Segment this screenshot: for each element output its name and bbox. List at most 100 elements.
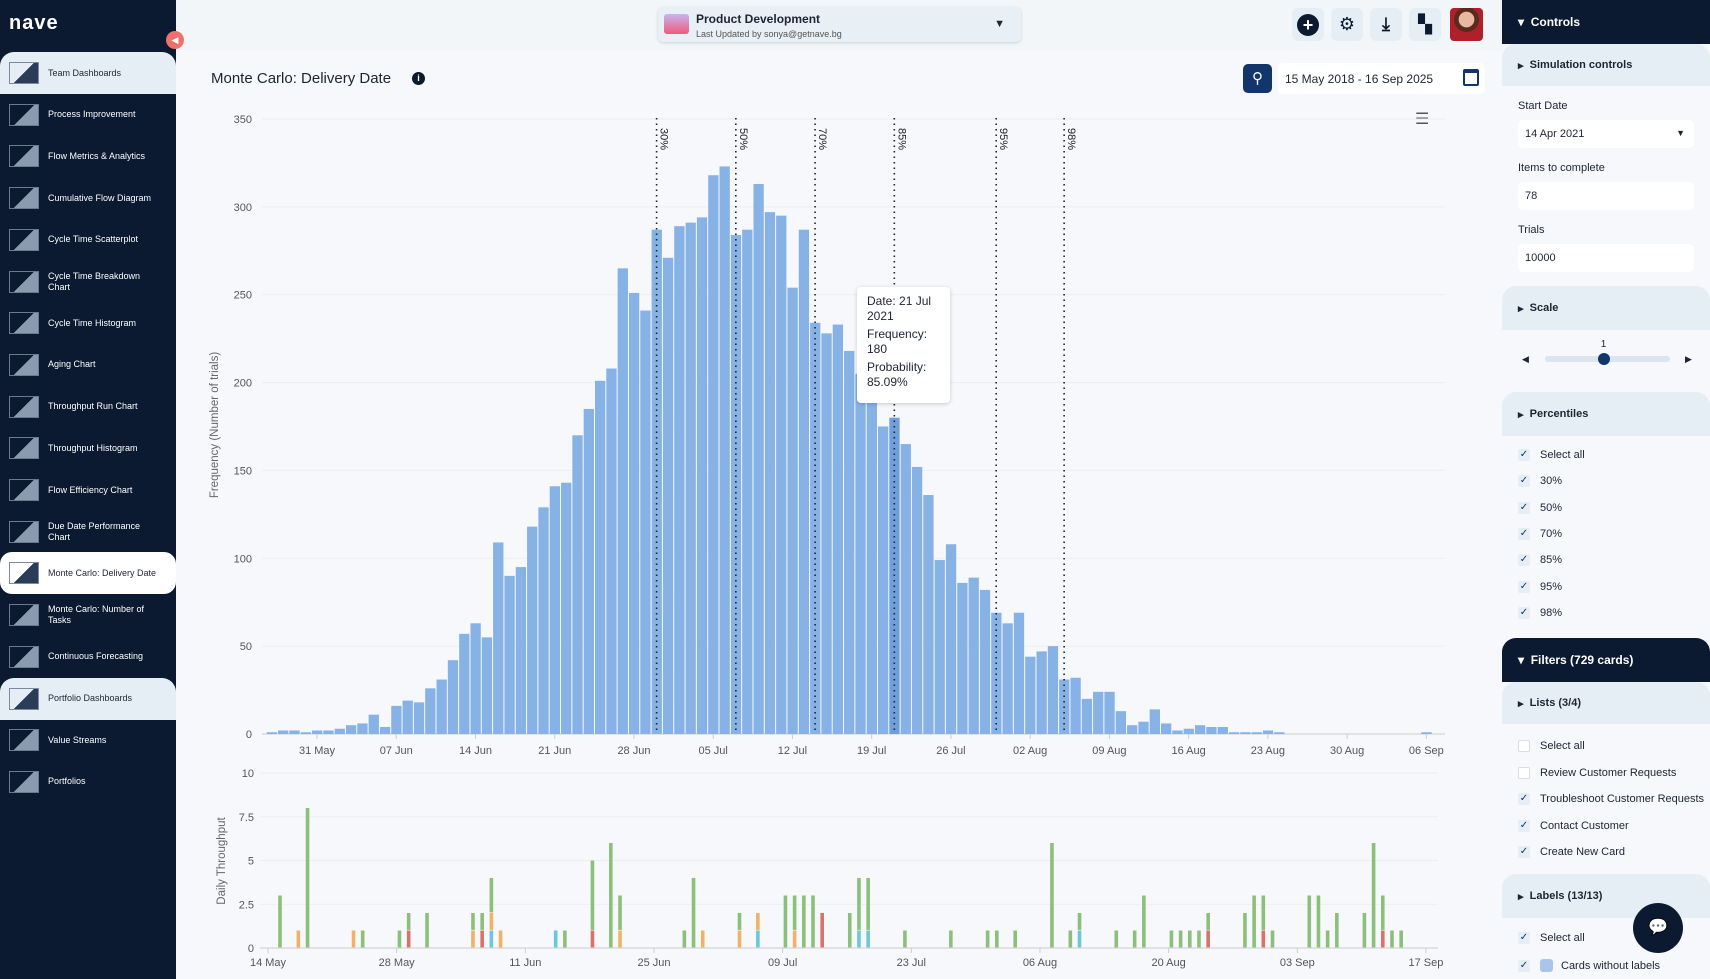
- checkbox-item[interactable]: ✓ 50%: [1518, 501, 1562, 514]
- throughput-bar-segment[interactable]: [351, 930, 356, 948]
- checkbox-item[interactable]: ✓ Select all: [1518, 932, 1585, 944]
- throughput-bar-segment[interactable]: [756, 913, 760, 930]
- calendar-icon[interactable]: [1463, 69, 1479, 86]
- sidebar-item[interactable]: Continuous Forecasting: [0, 636, 176, 678]
- throughput-bar-segment[interactable]: [1307, 895, 1312, 948]
- histogram-bar[interactable]: [810, 322, 821, 734]
- start-date-select[interactable]: 14 Apr 2021 ▼: [1518, 120, 1694, 148]
- project-selector[interactable]: Product Development Last Updated by sony…: [658, 7, 1021, 42]
- throughput-bar-segment[interactable]: [1077, 913, 1082, 930]
- throughput-bar-segment[interactable]: [1197, 930, 1201, 948]
- histogram-bar[interactable]: [470, 623, 481, 734]
- histogram-bar[interactable]: [866, 389, 877, 734]
- throughput-bar-segment[interactable]: [820, 913, 824, 948]
- throughput-bar-segment[interactable]: [1132, 930, 1137, 948]
- throughput-bar-segment[interactable]: [1013, 930, 1017, 948]
- checkbox[interactable]: ✓: [1518, 475, 1530, 488]
- chat-button[interactable]: 💬: [1633, 903, 1683, 953]
- histogram-bar[interactable]: [1206, 726, 1217, 734]
- checkbox[interactable]: ✓: [1518, 501, 1530, 514]
- checkbox-item[interactable]: ✓ Create New Card: [1518, 846, 1625, 858]
- sidebar-item[interactable]: Cycle Time Scatterplot: [0, 219, 176, 261]
- sidebar-item[interactable]: Flow Efficiency Chart: [0, 469, 176, 511]
- checkbox[interactable]: [1518, 766, 1530, 779]
- histogram-bar[interactable]: [821, 333, 832, 734]
- histogram-bar[interactable]: [1172, 730, 1183, 734]
- nave-logo[interactable]: nave: [9, 12, 59, 34]
- checkbox-item[interactable]: ✓ 70%: [1518, 527, 1562, 540]
- dashboard-button[interactable]: ▚: [1409, 8, 1441, 41]
- sidebar-item[interactable]: Throughput Run Chart: [0, 386, 176, 428]
- throughput-bar-segment[interactable]: [618, 930, 622, 948]
- histogram-bar[interactable]: [911, 466, 923, 734]
- histogram-bar[interactable]: [379, 726, 391, 734]
- throughput-bar-segment[interactable]: [691, 878, 696, 948]
- checkbox-item[interactable]: ✓ 85%: [1518, 554, 1562, 567]
- checkbox-item[interactable]: Select all: [1518, 740, 1585, 752]
- add-button[interactable]: +: [1292, 8, 1324, 41]
- histogram-bar[interactable]: [436, 679, 447, 734]
- throughput-bar-segment[interactable]: [480, 913, 484, 930]
- items-to-complete-input[interactable]: 78: [1518, 182, 1694, 210]
- checkbox-item[interactable]: ✓ 95%: [1518, 580, 1562, 593]
- histogram-bar[interactable]: [334, 728, 345, 734]
- histogram-bar[interactable]: [391, 705, 402, 734]
- histogram-bar[interactable]: [979, 589, 991, 734]
- histogram-bar[interactable]: [764, 212, 776, 735]
- throughput-bar-segment[interactable]: [737, 930, 742, 948]
- histogram-bar[interactable]: [968, 577, 979, 734]
- histogram-bar[interactable]: [1274, 732, 1285, 734]
- date-range-input[interactable]: 15 May 2018 - 16 Sep 2025: [1278, 63, 1485, 94]
- histogram-bar[interactable]: [1149, 709, 1160, 734]
- throughput-bar-segment[interactable]: [618, 895, 622, 930]
- throughput-bar-segment[interactable]: [1371, 843, 1376, 948]
- histogram-bar[interactable]: [561, 482, 572, 734]
- labels-toggle[interactable]: ▸ Labels (13/13): [1502, 874, 1710, 918]
- throughput-bar-segment[interactable]: [811, 895, 815, 948]
- throughput-bar-segment[interactable]: [1390, 930, 1394, 948]
- histogram-bar[interactable]: [617, 268, 628, 734]
- scale-toggle[interactable]: ▸ Scale: [1502, 286, 1710, 330]
- throughput-bar-segment[interactable]: [296, 930, 301, 948]
- throughput-bar-segment[interactable]: [480, 930, 484, 948]
- histogram-bar[interactable]: [1036, 651, 1047, 734]
- histogram-bar[interactable]: [481, 637, 493, 734]
- histogram-bar[interactable]: [538, 507, 549, 734]
- histogram-bar[interactable]: [357, 723, 368, 734]
- download-button[interactable]: ⤓: [1370, 8, 1402, 41]
- throughput-bar-segment[interactable]: [1261, 930, 1266, 948]
- percentiles-toggle[interactable]: ▸ Percentiles: [1502, 392, 1710, 436]
- histogram-bar[interactable]: [413, 702, 425, 734]
- histogram-bar[interactable]: [1161, 723, 1172, 734]
- histogram-bar[interactable]: [1194, 725, 1206, 734]
- histogram-bar[interactable]: [878, 426, 889, 735]
- throughput-bar-segment[interactable]: [1380, 930, 1385, 948]
- checkbox[interactable]: ✓: [1518, 527, 1530, 540]
- histogram-bar[interactable]: [1093, 691, 1104, 734]
- histogram-bar[interactable]: [991, 612, 1002, 734]
- checkbox-item[interactable]: ✓ Cards without labels: [1518, 959, 1660, 972]
- throughput-bar-segment[interactable]: [1206, 913, 1210, 930]
- histogram-bar[interactable]: [278, 730, 289, 734]
- throughput-bar-segment[interactable]: [278, 895, 282, 948]
- throughput-bar-segment[interactable]: [1068, 930, 1073, 948]
- histogram-bar[interactable]: [493, 542, 504, 734]
- throughput-bar-segment[interactable]: [1178, 930, 1183, 948]
- histogram-bar[interactable]: [402, 700, 413, 734]
- histogram-bar[interactable]: [266, 732, 278, 734]
- throughput-bar-segment[interactable]: [903, 930, 907, 948]
- checkbox[interactable]: ✓: [1518, 793, 1530, 805]
- throughput-bar-segment[interactable]: [866, 930, 870, 948]
- throughput-bar-segment[interactable]: [995, 930, 999, 948]
- trials-input[interactable]: 10000: [1518, 244, 1694, 272]
- throughput-bar-segment[interactable]: [563, 930, 567, 948]
- histogram-bar[interactable]: [1025, 656, 1036, 734]
- histogram-bar[interactable]: [685, 222, 696, 734]
- checkbox[interactable]: ✓: [1518, 449, 1530, 461]
- throughput-bar-segment[interactable]: [1114, 930, 1119, 948]
- throughput-bar-segment[interactable]: [1270, 930, 1275, 948]
- histogram-bar[interactable]: [640, 310, 651, 734]
- histogram-bar[interactable]: [1013, 612, 1025, 734]
- histogram-bar[interactable]: [662, 257, 674, 734]
- collapse-sidebar-button[interactable]: ◀: [166, 31, 184, 49]
